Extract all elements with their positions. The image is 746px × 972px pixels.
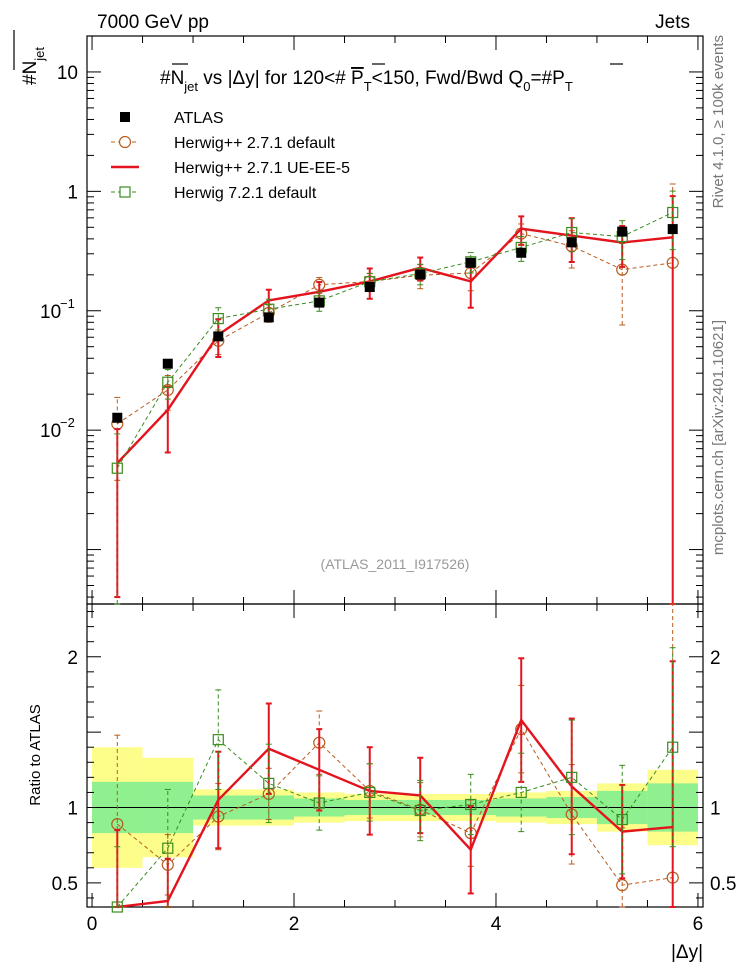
atlas-marker <box>263 312 274 323</box>
x-tick-label: 0 <box>87 914 98 935</box>
square-marker <box>313 797 325 809</box>
series-line <box>116 212 673 469</box>
atlas-marker <box>314 297 325 308</box>
y-tick-label-top: 10 <box>57 63 78 84</box>
legend-label: Herwig++ 2.7.1 UE-EE-5 <box>174 160 350 177</box>
y-axis-label-top: #Njet <box>20 47 47 85</box>
series-line <box>116 227 673 464</box>
y-tick-label-ratio-right: 0.5 <box>710 874 736 895</box>
y-tick-label-ratio: 2 <box>67 648 78 669</box>
ratio-panel-frame <box>86 603 704 908</box>
y-tick-label-ratio: 1 <box>67 799 78 820</box>
square-marker <box>616 813 628 826</box>
series-line <box>116 738 674 908</box>
series-line <box>117 233 673 425</box>
y-tick-label-top-exp: −1 <box>60 296 75 311</box>
series-line <box>116 728 673 886</box>
square-marker <box>212 312 224 325</box>
atlas-marker <box>617 226 628 237</box>
axis-ticks <box>87 35 703 907</box>
y-tick-label-top: 1 <box>67 182 78 203</box>
square-marker <box>667 741 679 753</box>
legend: ATLAS Herwig++ 2.7.1 default Herwig++ 2.7.… <box>111 110 350 202</box>
square-marker <box>414 804 426 817</box>
square-marker <box>212 734 224 746</box>
square-marker <box>364 786 376 799</box>
analysis-watermark: (ATLAS_2011_I917526) <box>321 556 470 572</box>
atlas-marker <box>566 237 577 248</box>
rivet-label: Rivet 4.1.0, ≥ 100k events <box>710 35 727 208</box>
circle-marker <box>616 879 629 892</box>
square-marker <box>465 798 477 811</box>
square-marker <box>566 771 578 783</box>
mcplots-label: mcplots.cern.ch [arXiv:2401.10621] <box>710 320 727 555</box>
header-energy: 7000 GeV pp <box>97 12 209 33</box>
series-line <box>117 717 673 909</box>
x-tick-label: 6 <box>693 914 704 935</box>
y-tick-label-ratio-right: 2 <box>710 648 721 669</box>
legend-label: Herwig 7.2.1 default <box>174 185 317 202</box>
square-marker <box>162 376 174 388</box>
atlas-marker <box>213 331 224 342</box>
legend-atlas-marker <box>120 112 130 122</box>
legend-square-marker <box>119 186 131 198</box>
square-marker <box>162 842 174 854</box>
atlas-marker <box>516 247 527 258</box>
square-marker <box>111 462 123 474</box>
x-axis-label: |Δy| <box>671 942 703 963</box>
y-tick-label-ratio: 0.5 <box>52 874 78 895</box>
chart-title: #Njet vs |Δy| for 120<# PT<150, Fwd/Bwd … <box>160 68 573 94</box>
y-tick-label-top: 10 <box>40 421 61 442</box>
square-marker <box>263 777 275 789</box>
square-marker <box>111 901 123 913</box>
legend-circle-marker <box>118 135 132 149</box>
y-tick-label-top-exp: −2 <box>60 415 75 430</box>
y-axis-label-ratio: Ratio to ATLAS <box>27 704 44 805</box>
atlas-marker <box>465 257 476 268</box>
atlas-marker <box>112 412 123 423</box>
y-tick-label-ratio-right: 1 <box>710 799 721 820</box>
square-marker <box>515 786 527 799</box>
atlas-marker <box>162 358 173 369</box>
legend-label: ATLAS <box>174 110 224 127</box>
x-tick-label: 2 <box>289 914 300 935</box>
y-tick-label-top: 10 <box>40 302 61 323</box>
data-series <box>111 183 679 913</box>
x-tick-label: 4 <box>491 914 502 935</box>
atlas-marker <box>667 224 678 235</box>
legend-label: Herwig++ 2.7.1 default <box>174 135 336 152</box>
atlas-marker <box>415 269 426 280</box>
square-marker <box>667 206 679 219</box>
atlas-marker <box>364 282 375 293</box>
header-jets: Jets <box>655 12 690 33</box>
